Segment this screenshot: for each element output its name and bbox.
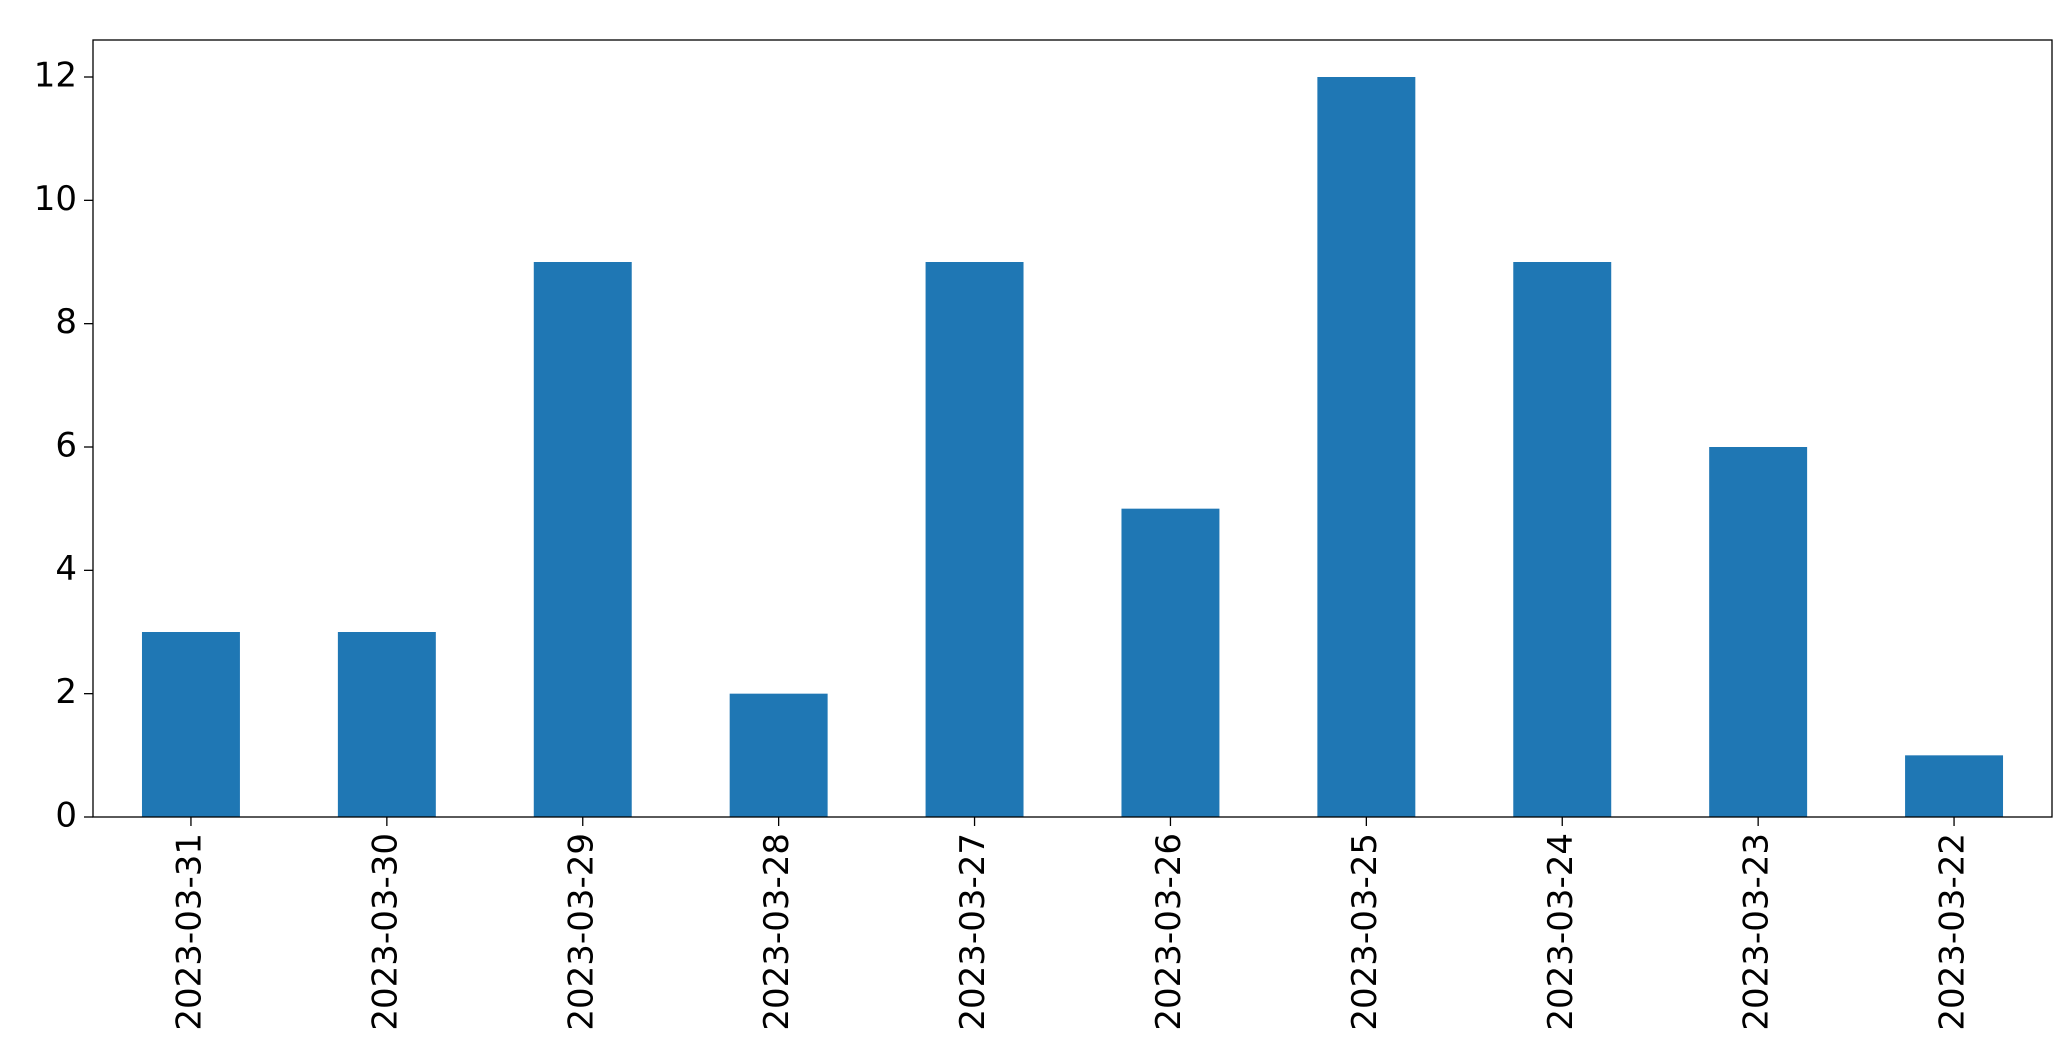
bar <box>141 632 240 817</box>
x-tick-label: 2023-03-31 <box>169 833 209 1031</box>
y-tick-label: 2 <box>55 672 77 712</box>
x-tick-label: 2023-03-23 <box>1737 833 1777 1031</box>
y-tick-label: 4 <box>55 549 77 589</box>
x-tick-label: 2023-03-30 <box>365 833 405 1031</box>
bar <box>1709 447 1808 817</box>
y-tick-label: 10 <box>34 179 77 219</box>
x-tick-label: 2023-03-26 <box>1149 833 1189 1031</box>
bar <box>1121 508 1220 817</box>
x-tick-label: 2023-03-25 <box>1345 833 1385 1031</box>
bar <box>1513 262 1612 817</box>
bar <box>1905 755 2004 817</box>
x-tick-label: 2023-03-28 <box>757 833 797 1031</box>
y-tick-label: 8 <box>55 302 77 342</box>
bar <box>337 632 436 817</box>
x-tick-label: 2023-03-24 <box>1541 833 1581 1031</box>
x-tick-label: 2023-03-22 <box>1933 833 1973 1031</box>
y-tick-label: 12 <box>34 56 77 96</box>
plot-frame <box>92 39 2053 818</box>
y-tick-label: 6 <box>55 426 77 466</box>
x-tick-label: 2023-03-27 <box>953 833 993 1031</box>
bar <box>925 262 1024 817</box>
bar <box>533 262 632 817</box>
bar <box>1317 77 1416 817</box>
bar <box>729 693 828 817</box>
y-tick-label: 0 <box>55 796 77 836</box>
x-tick-label: 2023-03-29 <box>561 833 601 1031</box>
